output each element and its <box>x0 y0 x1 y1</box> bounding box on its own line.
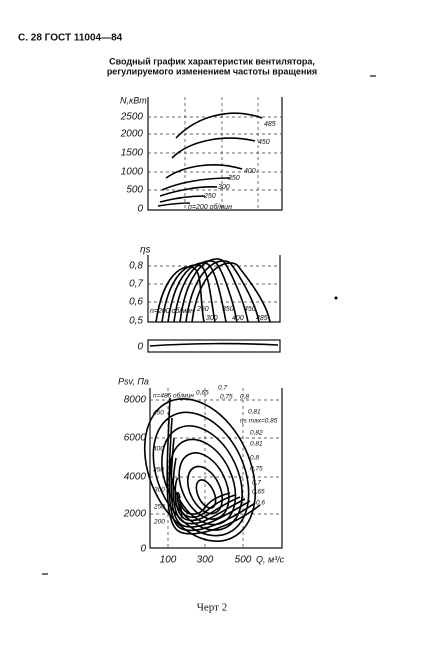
x-tick-label: 300 <box>197 555 214 566</box>
y-tick-label: 0 <box>140 544 146 555</box>
efficiency-contour <box>169 438 237 526</box>
y-tick-label: 2500 <box>120 112 144 123</box>
y-axis-label: N,кВт <box>120 95 147 105</box>
speed-curve <box>170 437 251 528</box>
efficiency-label: 0,7 <box>218 385 227 392</box>
efficiency-label: 0,75 <box>250 466 263 473</box>
curve-label: 485 <box>264 121 276 128</box>
y-tick-label: 0,6 <box>129 297 143 308</box>
efficiency-contour <box>161 425 243 531</box>
efficiency-curve <box>191 262 271 323</box>
curve-label: n=200 об/мин <box>188 203 232 211</box>
x-tick-label: 100 <box>160 555 177 566</box>
efficiency-curve <box>155 266 205 323</box>
efficiency-strip <box>147 339 281 353</box>
y-tick-label: 0,7 <box>129 279 143 290</box>
efficiency-label: 0,65 <box>196 390 209 397</box>
curve-label: 450 <box>258 139 270 146</box>
efficiency-curve <box>179 258 249 323</box>
y-axis-label: Psv, Па <box>118 376 149 386</box>
y-tick-label: 0 <box>137 342 143 353</box>
x-axis-label: Q, м³/с <box>256 554 285 564</box>
speed-label: n=485 об/мин <box>153 392 194 400</box>
efficiency-contour <box>143 398 257 542</box>
pressure-curves <box>143 397 261 542</box>
speed-label: 400 <box>153 446 164 453</box>
efficiency-label: 0,7 <box>252 480 261 487</box>
y-tick-label: 8000 <box>124 395 147 406</box>
y-tick-label: 0 <box>137 204 143 215</box>
efficiency-frame <box>147 255 281 323</box>
dot <box>334 296 338 300</box>
curve-label: 485 <box>256 315 268 322</box>
curve-label: 400 <box>244 168 256 175</box>
y-tick-label: 4000 <box>124 472 147 483</box>
speed-label: 450 <box>153 410 164 417</box>
curve-label: 250 <box>196 306 209 313</box>
y-tick-label: 2000 <box>120 129 144 140</box>
x-tick-label: 500 <box>235 555 252 566</box>
y-tick-label: 6000 <box>124 433 147 444</box>
curve-label: 300 <box>218 184 230 191</box>
efficiency-label: 0,75 <box>220 394 233 401</box>
efficiency-label: 0,81 <box>250 441 263 448</box>
speed-curve <box>166 397 261 535</box>
curve-label: 350 <box>228 175 240 182</box>
speed-label: 350 <box>153 467 164 474</box>
power-grid <box>148 97 282 210</box>
efficiency-contour <box>152 411 250 537</box>
efficiency-label: 0,6 <box>256 500 265 507</box>
efficiency-curve <box>185 260 260 323</box>
speed-label: 250 <box>153 504 165 511</box>
efficiency-contour <box>178 452 230 520</box>
title-line: Сводный график характеристик вентилятора… <box>109 56 315 66</box>
efficiency-label: 0,8 <box>240 394 249 401</box>
speed-curve <box>174 477 241 522</box>
efficiency-label: 0,81 <box>248 409 261 416</box>
curve-label: 400 <box>232 315 244 322</box>
efficiency-label: 0,65 <box>252 489 265 496</box>
efficiency-label: ηs max=0,85 <box>240 418 278 425</box>
curve-label: 450 <box>244 306 256 313</box>
efficiency-curves <box>155 258 271 323</box>
y-tick-label: 500 <box>126 185 143 196</box>
y-axis-label: ηs <box>140 245 151 256</box>
title-line: регулируемого изменением частоты вращени… <box>107 66 317 76</box>
y-tick-label: 1000 <box>121 167 144 178</box>
efficiency-contour <box>186 465 224 515</box>
curve-label: 300 <box>206 315 218 322</box>
y-tick-label: 0,8 <box>129 261 143 272</box>
speed-label: 300 <box>154 487 165 494</box>
y-tick-label: 1500 <box>121 148 144 159</box>
efficiency-grid <box>148 265 280 303</box>
efficiency-strip-curve <box>149 342 279 347</box>
curve-label: 350 <box>222 306 234 313</box>
efficiency-contour <box>195 479 217 509</box>
power-frame <box>147 97 283 211</box>
power-curves <box>157 112 263 207</box>
caption: Черт 2 <box>197 602 227 614</box>
y-tick-label: 0,5 <box>129 316 143 327</box>
pressure-frame <box>149 388 283 549</box>
header: С. 28 ГОСТ 11004—84 <box>18 33 123 44</box>
curve-label: n=200 об/мин <box>150 307 194 315</box>
y-tick-label: 2000 <box>123 509 147 520</box>
efficiency-label: 0,8 <box>250 455 259 462</box>
efficiency-curve <box>161 264 216 323</box>
speed-label: 200 <box>153 519 165 526</box>
efficiency-label: 0,82 <box>250 430 263 437</box>
curve-label: 250 <box>203 193 216 200</box>
